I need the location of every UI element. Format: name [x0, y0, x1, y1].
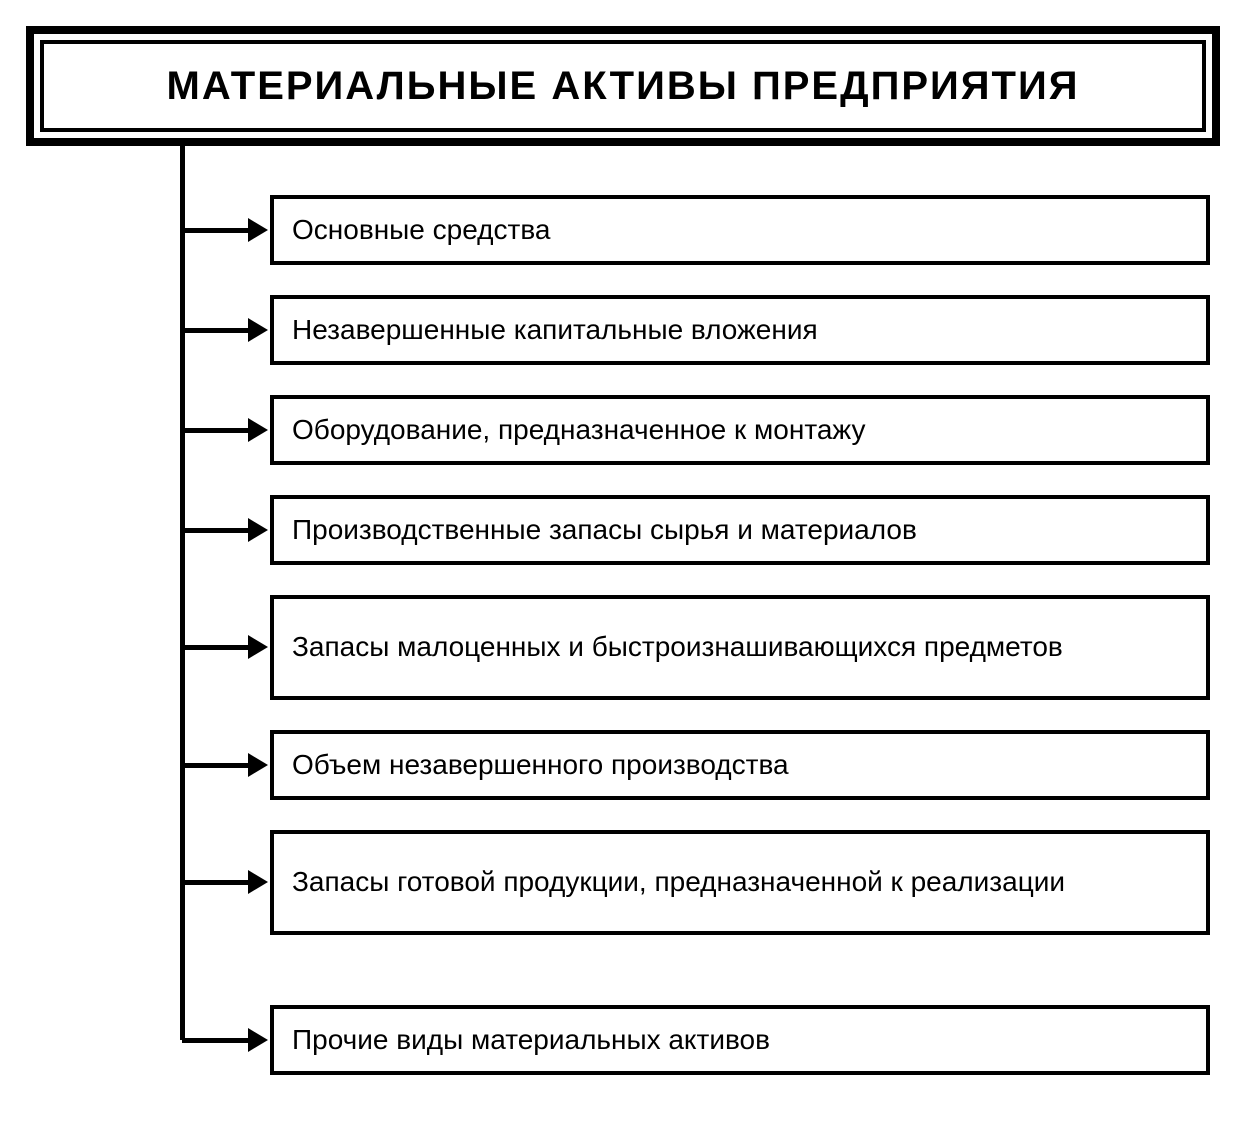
item-label-5: Объем незавершенного производства	[292, 747, 789, 783]
material-assets-diagram: МАТЕРИАЛЬНЫЕ АКТИВЫ ПРЕДПРИЯТИЯ Основные…	[20, 20, 1226, 1101]
item-box-7: Прочие виды материальных активов	[270, 1005, 1210, 1075]
arrowhead-1	[248, 318, 268, 342]
connector-5	[182, 763, 254, 768]
arrowhead-7	[248, 1028, 268, 1052]
connector-4	[182, 645, 254, 650]
item-box-1: Незавершенные капитальные вложения	[270, 295, 1210, 365]
item-box-4: Запасы малоценных и быстроизнашивающихся…	[270, 595, 1210, 700]
connector-3	[182, 528, 254, 533]
item-box-2: Оборудование, предназначенное к монтажу	[270, 395, 1210, 465]
item-label-0: Основные средства	[292, 212, 550, 248]
diagram-title: МАТЕРИАЛЬНЫЕ АКТИВЫ ПРЕДПРИЯТИЯ	[167, 64, 1080, 109]
item-box-3: Производственные запасы сырья и материал…	[270, 495, 1210, 565]
arrowhead-6	[248, 870, 268, 894]
connector-0	[182, 228, 254, 233]
title-box: МАТЕРИАЛЬНЫЕ АКТИВЫ ПРЕДПРИЯТИЯ	[26, 26, 1220, 146]
arrowhead-5	[248, 753, 268, 777]
item-box-6: Запасы готовой продукции, предназначенно…	[270, 830, 1210, 935]
connector-2	[182, 428, 254, 433]
item-label-3: Производственные запасы сырья и материал…	[292, 512, 917, 548]
item-label-7: Прочие виды материальных активов	[292, 1022, 770, 1058]
arrowhead-4	[248, 635, 268, 659]
connector-1	[182, 328, 254, 333]
item-label-2: Оборудование, предназначенное к монтажу	[292, 412, 865, 448]
item-label-1: Незавершенные капитальные вложения	[292, 312, 818, 348]
main-vertical-line	[180, 146, 185, 1040]
arrowhead-2	[248, 418, 268, 442]
item-box-5: Объем незавершенного производства	[270, 730, 1210, 800]
arrowhead-0	[248, 218, 268, 242]
item-box-0: Основные средства	[270, 195, 1210, 265]
connector-6	[182, 880, 254, 885]
title-box-inner: МАТЕРИАЛЬНЫЕ АКТИВЫ ПРЕДПРИЯТИЯ	[40, 40, 1206, 132]
arrowhead-3	[248, 518, 268, 542]
item-label-4: Запасы малоценных и быстроизнашивающихся…	[292, 629, 1063, 665]
item-label-6: Запасы готовой продукции, предназначенно…	[292, 864, 1065, 900]
connector-7	[182, 1038, 254, 1043]
